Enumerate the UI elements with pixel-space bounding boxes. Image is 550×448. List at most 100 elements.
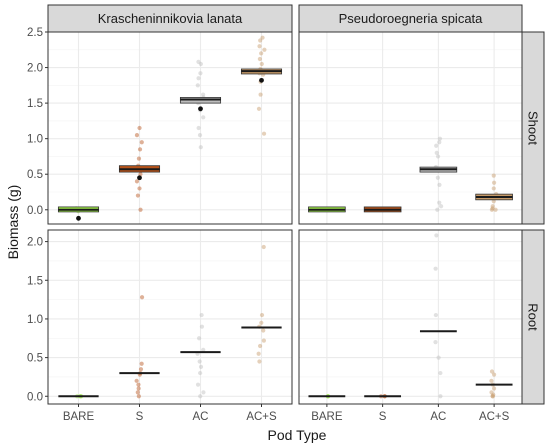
data-point-s bbox=[136, 394, 141, 399]
x-tick-label-s: S bbox=[136, 411, 144, 423]
data-point-ac bbox=[434, 143, 439, 148]
data-point-ac-s bbox=[490, 204, 495, 209]
data-point-s bbox=[136, 382, 141, 387]
data-point-ac-s bbox=[491, 392, 496, 397]
data-point-ac-s bbox=[491, 180, 497, 185]
data-point-ac bbox=[434, 233, 439, 238]
data-point-ac bbox=[201, 92, 206, 97]
y-tick-label: 0.0 bbox=[27, 391, 43, 403]
strip-krascheninnikovia-lanata bbox=[47, 4, 293, 33]
data-point-ac bbox=[198, 71, 203, 76]
data-point-s bbox=[137, 125, 142, 131]
highlight-point-s bbox=[137, 175, 142, 181]
y-tick-label: 1.5 bbox=[27, 275, 43, 287]
highlight-point-ac bbox=[198, 106, 203, 112]
data-point-s bbox=[139, 361, 144, 366]
data-point-ac-s bbox=[259, 312, 265, 318]
data-point-ac bbox=[434, 150, 439, 155]
strip-pseudoroegneria-spicata bbox=[298, 4, 523, 33]
data-point-ac-s bbox=[261, 131, 267, 136]
strip-label-krascheninnikovia-lanata: Krascheninnikovia lanata bbox=[98, 11, 243, 26]
highlight-point-ac-s bbox=[259, 77, 264, 83]
data-point-ac-s bbox=[490, 394, 496, 399]
data-point-ac-s bbox=[491, 372, 497, 377]
y-tick-label: 0.5 bbox=[27, 353, 43, 365]
data-point-ac-s bbox=[257, 343, 263, 349]
data-point-s bbox=[138, 172, 143, 177]
y-tick-label: 1.5 bbox=[27, 98, 43, 110]
data-point-ac-s bbox=[491, 386, 497, 391]
highlight-point-bare bbox=[76, 215, 81, 221]
panel-background bbox=[48, 230, 292, 404]
x-tick-label-ac: AC bbox=[193, 411, 209, 423]
x-tick-label-bare: BARE bbox=[63, 411, 95, 423]
data-point-s bbox=[139, 295, 145, 300]
data-point-ac bbox=[437, 140, 442, 145]
data-point-ac-s bbox=[489, 369, 495, 374]
data-point-s bbox=[137, 147, 143, 152]
panel-border bbox=[298, 31, 523, 225]
data-point-ac-s bbox=[489, 378, 494, 383]
data-point-ac bbox=[199, 324, 205, 329]
data-point-ac bbox=[198, 145, 203, 150]
data-point-ac bbox=[197, 336, 202, 341]
data-point-ac-s bbox=[261, 244, 266, 250]
data-point-ac bbox=[436, 355, 441, 360]
data-point-ac-s bbox=[257, 44, 262, 49]
data-point-ac bbox=[435, 207, 440, 212]
data-point-ac bbox=[198, 370, 203, 376]
data-point-ac-s bbox=[257, 56, 262, 62]
y-tick-label: 1.0 bbox=[27, 314, 43, 326]
data-point-s bbox=[136, 156, 142, 161]
data-point-s bbox=[137, 186, 142, 191]
data-point-ac-s bbox=[257, 359, 262, 364]
y-tick-label: 2.0 bbox=[27, 237, 43, 249]
data-point-ac-s bbox=[259, 320, 264, 325]
panel-krascheninnikovia-lanata-root: 0.0 0.5 1.0 1.5 2.0 BARE S AC AC+S bbox=[27, 229, 293, 423]
data-point-ac bbox=[201, 115, 206, 120]
data-point-ac-s bbox=[256, 351, 261, 356]
strip-label-shoot: Shoot bbox=[526, 111, 541, 145]
data-point-s bbox=[139, 140, 144, 145]
y-tick-label: 2.0 bbox=[27, 63, 43, 75]
data-point-ac bbox=[433, 312, 438, 318]
data-point-ac bbox=[437, 136, 443, 141]
data-point-ac bbox=[433, 266, 438, 271]
data-point-ac bbox=[201, 347, 206, 352]
data-point-ac bbox=[197, 133, 203, 138]
x-tick-label-bare: BARE bbox=[311, 411, 343, 423]
x-tick-label-s: S bbox=[379, 411, 387, 423]
data-point-s bbox=[134, 133, 140, 138]
data-point-ac bbox=[195, 382, 201, 387]
panel-border bbox=[47, 229, 293, 405]
data-point-ac-s bbox=[489, 390, 494, 395]
strip-label-root: Root bbox=[526, 303, 541, 331]
panel-pseudoroegneria-spicata-shoot bbox=[298, 31, 523, 225]
data-point-ac bbox=[198, 394, 203, 399]
data-point-s bbox=[134, 378, 139, 383]
data-point-ac-s bbox=[493, 207, 498, 212]
data-point-ac bbox=[437, 200, 442, 205]
data-point-ac-s bbox=[261, 338, 266, 343]
x-tick-label-ac-s: AC+S bbox=[246, 411, 277, 423]
data-point-ac-s bbox=[258, 38, 263, 43]
data-point-ac bbox=[438, 370, 443, 376]
data-point-ac bbox=[438, 394, 443, 399]
data-point-ac-s bbox=[258, 92, 263, 97]
data-point-ac-s bbox=[256, 106, 262, 111]
data-point-ac bbox=[198, 61, 203, 67]
data-point-ac bbox=[433, 340, 438, 345]
data-point-ac bbox=[199, 312, 204, 318]
data-point-ac-s bbox=[490, 206, 495, 211]
y-axis-title: Biomass (g) bbox=[5, 185, 21, 260]
panel-border bbox=[47, 31, 293, 225]
facet-panels: Krascheninnikovia lanata Pseudoroegneria … bbox=[27, 4, 545, 423]
strip-label-pseudoroegneria-spicata: Pseudoroegneria spicata bbox=[339, 11, 484, 26]
data-point-s bbox=[135, 193, 141, 198]
data-point-ac bbox=[195, 83, 200, 88]
data-point-ac-s bbox=[259, 61, 264, 67]
data-point-ac-s bbox=[491, 186, 496, 191]
data-point-ac bbox=[435, 175, 440, 180]
data-point-ac bbox=[437, 182, 442, 187]
data-point-s bbox=[138, 207, 143, 212]
